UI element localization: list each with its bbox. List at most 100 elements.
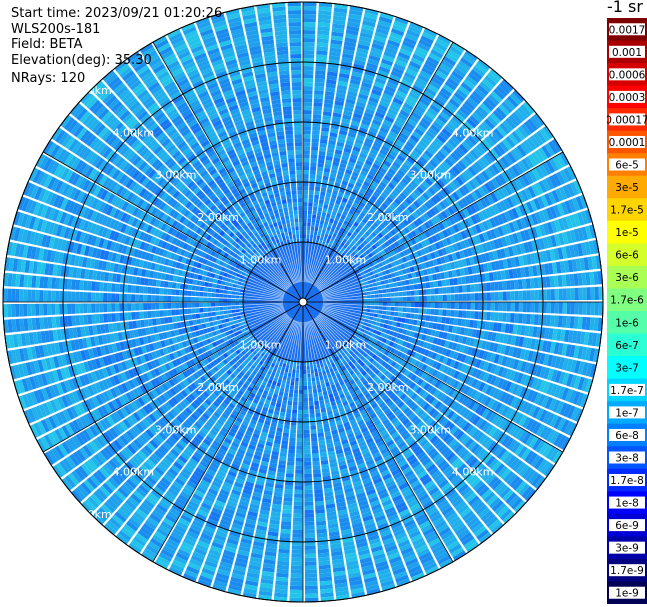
range-bin xyxy=(446,367,453,376)
range-bin xyxy=(378,306,383,310)
range-bin xyxy=(487,398,496,409)
range-bin xyxy=(340,397,347,403)
range-bin xyxy=(408,457,419,466)
range-bin xyxy=(287,453,295,458)
range-bin xyxy=(183,296,188,302)
range-bin xyxy=(491,478,503,491)
range-bin xyxy=(163,303,168,310)
range-bin xyxy=(375,458,385,466)
range-bin xyxy=(448,543,462,554)
range-bin xyxy=(325,499,335,505)
range-bin xyxy=(363,416,371,423)
range-bin xyxy=(317,432,325,438)
range-bin xyxy=(397,505,409,514)
range-bin xyxy=(569,316,575,329)
range-bin xyxy=(438,302,443,309)
range-bin xyxy=(478,381,486,392)
range-bin xyxy=(456,381,464,391)
range-bin xyxy=(455,480,467,491)
range-bin xyxy=(362,477,372,485)
range-bin xyxy=(483,396,492,407)
range-bin xyxy=(427,350,434,358)
range-bin xyxy=(370,302,375,306)
range-bin xyxy=(67,303,72,315)
range-bin xyxy=(447,491,460,502)
range-bin xyxy=(398,459,408,468)
range-bin xyxy=(347,461,357,468)
range-bin xyxy=(404,420,413,429)
range-bin xyxy=(357,392,364,399)
range-bin xyxy=(343,404,351,410)
range-bin xyxy=(373,553,386,561)
range-bin xyxy=(448,438,458,448)
range-bin xyxy=(283,493,293,498)
range-bin xyxy=(55,303,60,315)
range-bin xyxy=(309,413,316,418)
range-bin xyxy=(304,453,312,458)
range-bin xyxy=(291,557,303,562)
range-bin xyxy=(559,402,569,416)
range-bin xyxy=(406,302,411,307)
range-bin xyxy=(374,309,379,314)
range-bin xyxy=(494,430,505,442)
range-bin xyxy=(292,409,298,414)
range-bin xyxy=(75,315,81,326)
range-bin xyxy=(404,318,410,324)
range-bin xyxy=(368,316,374,321)
range-bin xyxy=(207,292,212,298)
range-bin xyxy=(320,456,328,461)
range-bin xyxy=(343,483,353,490)
range-bin xyxy=(374,455,383,463)
range-bin xyxy=(538,442,549,455)
range-bin xyxy=(303,381,308,386)
range-bin xyxy=(390,325,396,331)
range-bin xyxy=(421,314,427,321)
range-bin xyxy=(91,303,96,314)
range-bin xyxy=(511,411,521,423)
range-bin xyxy=(526,337,533,349)
range-bin xyxy=(518,336,525,347)
range-bin xyxy=(35,289,40,302)
range-bin xyxy=(327,446,335,452)
range-bin xyxy=(358,549,371,556)
range-bin xyxy=(371,402,379,409)
range-bin xyxy=(304,521,315,526)
range-bin xyxy=(348,465,358,472)
range-bin xyxy=(543,367,551,380)
range-bin xyxy=(348,415,356,422)
range-bin xyxy=(155,295,160,302)
range-bin xyxy=(382,306,387,311)
range-bin xyxy=(437,382,445,391)
range-bin xyxy=(532,421,542,435)
range-bin xyxy=(338,406,345,413)
range-bin xyxy=(311,377,316,382)
range-bin xyxy=(398,482,409,491)
range-bin xyxy=(379,429,388,437)
range-bin xyxy=(441,505,454,516)
range-bin xyxy=(357,437,365,444)
range-bin xyxy=(303,385,308,390)
range-bin xyxy=(404,492,415,501)
range-bin xyxy=(511,441,522,454)
range-bin xyxy=(303,409,309,414)
range-bin xyxy=(548,398,557,411)
range-bin xyxy=(312,465,321,470)
range-bin xyxy=(501,434,511,447)
range-bin xyxy=(486,302,491,311)
range-bin xyxy=(375,422,384,430)
range-bin xyxy=(443,420,453,430)
range-bin xyxy=(304,505,314,510)
range-bin xyxy=(139,286,144,294)
range-bin xyxy=(353,339,358,345)
range-bin xyxy=(515,412,524,425)
range-bin xyxy=(430,541,443,551)
range-bin xyxy=(459,466,470,477)
range-bin xyxy=(304,529,316,534)
range-bin xyxy=(442,302,447,309)
range-bin xyxy=(333,437,341,443)
range-bin xyxy=(305,585,319,590)
range-bin xyxy=(431,544,445,555)
ray xyxy=(341,346,504,534)
range-bin xyxy=(421,334,427,341)
range-bin xyxy=(360,507,371,515)
